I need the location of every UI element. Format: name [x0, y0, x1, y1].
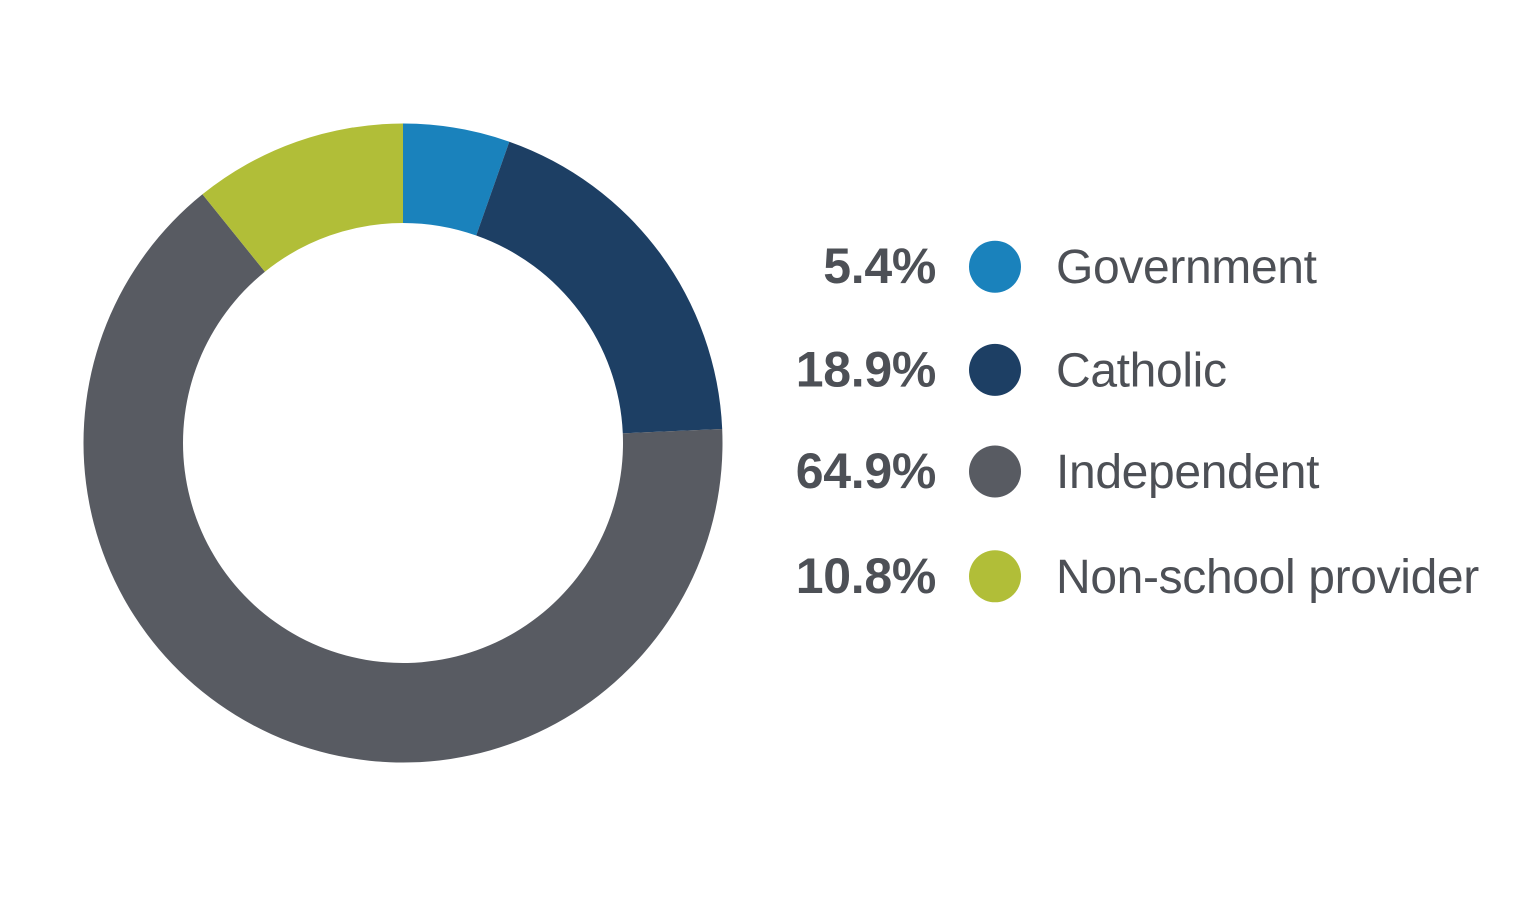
svg-text:10.8%: 10.8% — [796, 548, 936, 604]
svg-text:64.9%: 64.9% — [796, 443, 936, 499]
svg-text:5.4%: 5.4% — [823, 238, 936, 294]
svg-text:Government: Government — [1056, 241, 1317, 294]
svg-text:Independent: Independent — [1056, 446, 1319, 499]
svg-text:18.9%: 18.9% — [796, 341, 936, 397]
svg-text:Non-school provider: Non-school provider — [1056, 551, 1479, 604]
svg-text:Catholic: Catholic — [1056, 344, 1227, 397]
